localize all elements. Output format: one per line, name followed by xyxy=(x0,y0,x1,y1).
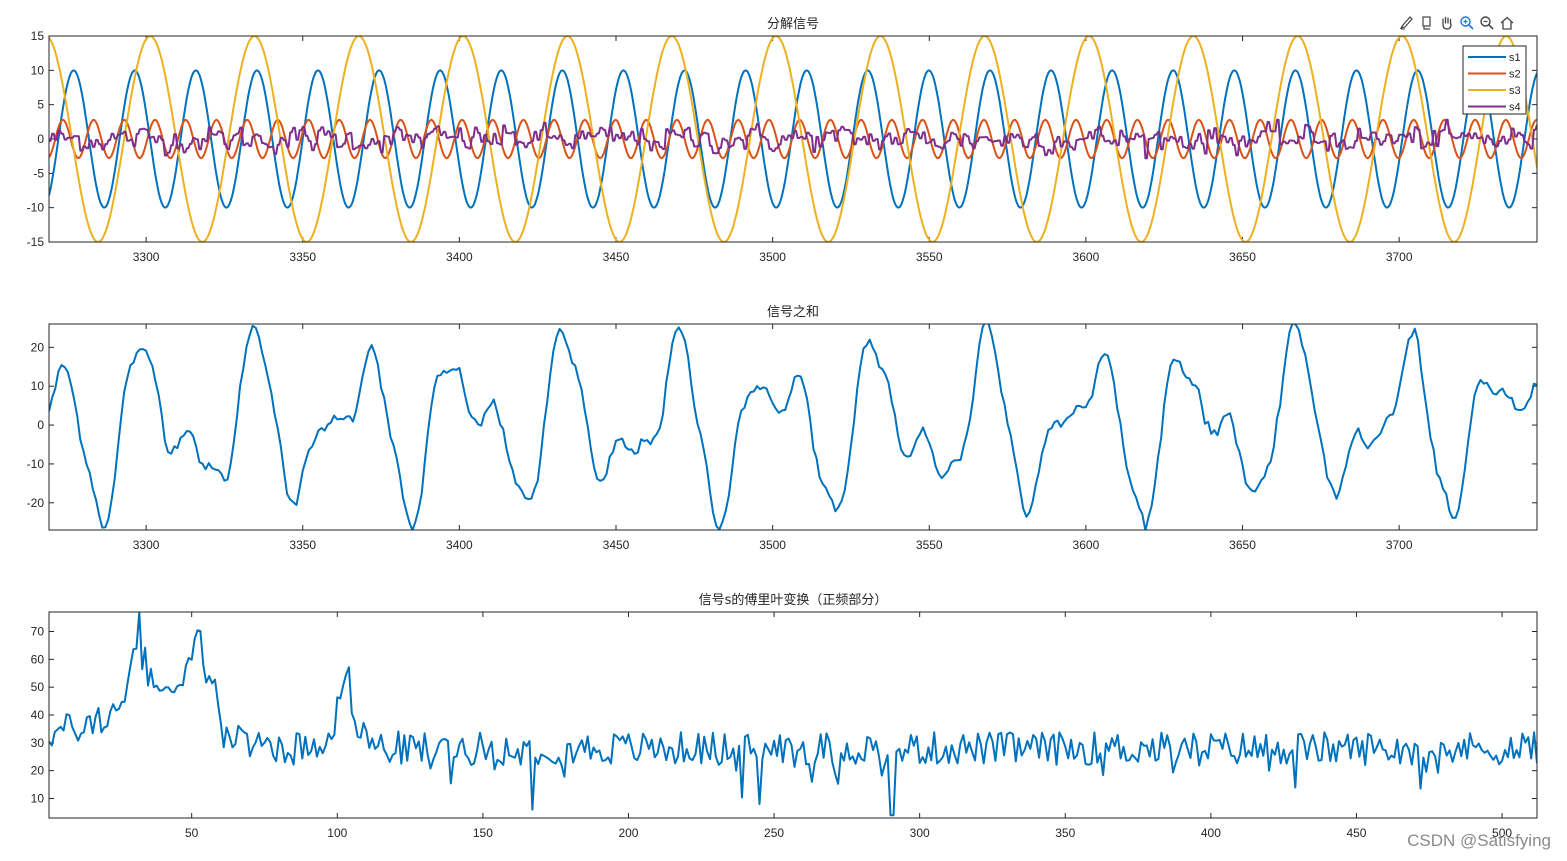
legend[interactable]: s1 s2 s3 s4 xyxy=(1462,45,1527,115)
axes-box xyxy=(48,323,1538,531)
y-tick-label: 5 xyxy=(37,98,44,112)
y-tick-label: 0 xyxy=(37,418,44,432)
y-tick-label: 70 xyxy=(31,624,45,638)
x-tick-label: 200 xyxy=(618,826,638,840)
x-tick-label: 450 xyxy=(1346,826,1366,840)
plot-title: 分解信号 xyxy=(767,17,819,32)
watermark: CSDN @Satisfying xyxy=(1407,831,1551,850)
y-tick-label: 15 xyxy=(31,29,45,43)
y-tick-label: 50 xyxy=(31,680,45,694)
x-tick-label: 3650 xyxy=(1229,250,1256,264)
x-tick-label: 3350 xyxy=(289,250,316,264)
x-tick-label: 250 xyxy=(764,826,784,840)
x-tick-label: 3350 xyxy=(289,538,316,552)
series-group xyxy=(49,36,1537,242)
y-tick-label: -5 xyxy=(33,166,44,180)
x-tick-label: 3500 xyxy=(759,250,786,264)
y-tick-label: 10 xyxy=(31,63,45,77)
y-tick-label: 10 xyxy=(31,792,45,806)
zoom-out-icon[interactable] xyxy=(1478,14,1496,32)
legend-label-s3: s3 xyxy=(1509,85,1521,97)
y-tick-label: -20 xyxy=(27,496,45,510)
y-tick-label: 20 xyxy=(31,764,45,778)
plot-area xyxy=(49,324,1537,530)
axes-decomposed-signals[interactable]: 分解信号 3300 3350 3400 3450 3500 3550 3600 3650 3700… xyxy=(27,17,1538,264)
x-tick-label: 3650 xyxy=(1229,538,1256,552)
axes-box xyxy=(48,35,1538,243)
x-tick-label: 50 xyxy=(185,826,199,840)
legend-label-s1: s1 xyxy=(1509,52,1521,64)
plot-title: 信号s的傅里叶变换（正频部分） xyxy=(699,592,888,608)
legend-label-s2: s2 xyxy=(1509,69,1521,81)
series-line-spectrum xyxy=(49,612,1537,817)
x-tick-label: 3600 xyxy=(1073,250,1100,264)
plot-title: 信号之和 xyxy=(767,305,819,320)
y-tick-label: 0 xyxy=(37,132,44,146)
y-tick-label: 30 xyxy=(31,736,45,750)
x-tick-label: 3550 xyxy=(916,250,943,264)
y-tick-label: 10 xyxy=(31,379,45,393)
x-tick-label: 3450 xyxy=(603,538,630,552)
y-tick-label: -10 xyxy=(27,201,45,215)
x-tick-label: 100 xyxy=(327,826,347,840)
y-tick-label: -15 xyxy=(27,235,45,249)
x-tick-label: 3500 xyxy=(759,538,786,552)
x-tick-label: 3450 xyxy=(603,250,630,264)
data-tips-icon[interactable] xyxy=(1418,14,1436,32)
home-icon[interactable] xyxy=(1498,14,1516,32)
x-tick-label: 3700 xyxy=(1386,250,1413,264)
x-tick-label: 3400 xyxy=(446,250,473,264)
series-group xyxy=(49,612,1537,817)
series-line-s1 xyxy=(49,69,1537,209)
brush-icon[interactable] xyxy=(1398,14,1416,32)
zoom-in-icon[interactable] xyxy=(1458,14,1476,32)
y-tick-label: 40 xyxy=(31,708,45,722)
series-line-sum xyxy=(49,324,1537,530)
axes-signal-sum[interactable]: 信号之和 3300 3350 3400 3450 3500 3550 3600 3650 3700… xyxy=(27,305,1538,552)
axes-fourier-transform[interactable]: 信号s的傅里叶变换（正频部分） 50 100 150 200 250 300 350 400 45… xyxy=(31,592,1538,840)
x-tick-label: 350 xyxy=(1055,826,1075,840)
x-tick-label: 400 xyxy=(1201,826,1221,840)
series-line-s3 xyxy=(49,36,1537,242)
series-line-s4 xyxy=(49,118,1537,160)
x-tick-label: 3700 xyxy=(1386,538,1413,552)
y-tick-label: -10 xyxy=(27,457,45,471)
x-tick-label: 300 xyxy=(910,826,930,840)
x-tick-label: 3550 xyxy=(916,538,943,552)
x-tick-label: 3300 xyxy=(133,538,160,552)
y-tick-label: 20 xyxy=(31,340,45,354)
legend-label-s4: s4 xyxy=(1509,102,1521,114)
x-tick-label: 3600 xyxy=(1073,538,1100,552)
y-tick-label: 60 xyxy=(31,652,45,666)
x-tick-label: 500 xyxy=(1492,826,1512,840)
x-tick-label: 150 xyxy=(473,826,493,840)
plot-area xyxy=(49,612,1537,818)
x-tick-label: 3400 xyxy=(446,538,473,552)
x-tick-label: 3300 xyxy=(133,250,160,264)
series-group xyxy=(49,324,1537,530)
pan-hand-icon[interactable] xyxy=(1438,14,1456,32)
axes-toolbar xyxy=(1398,14,1516,32)
axes-box xyxy=(48,611,1538,819)
